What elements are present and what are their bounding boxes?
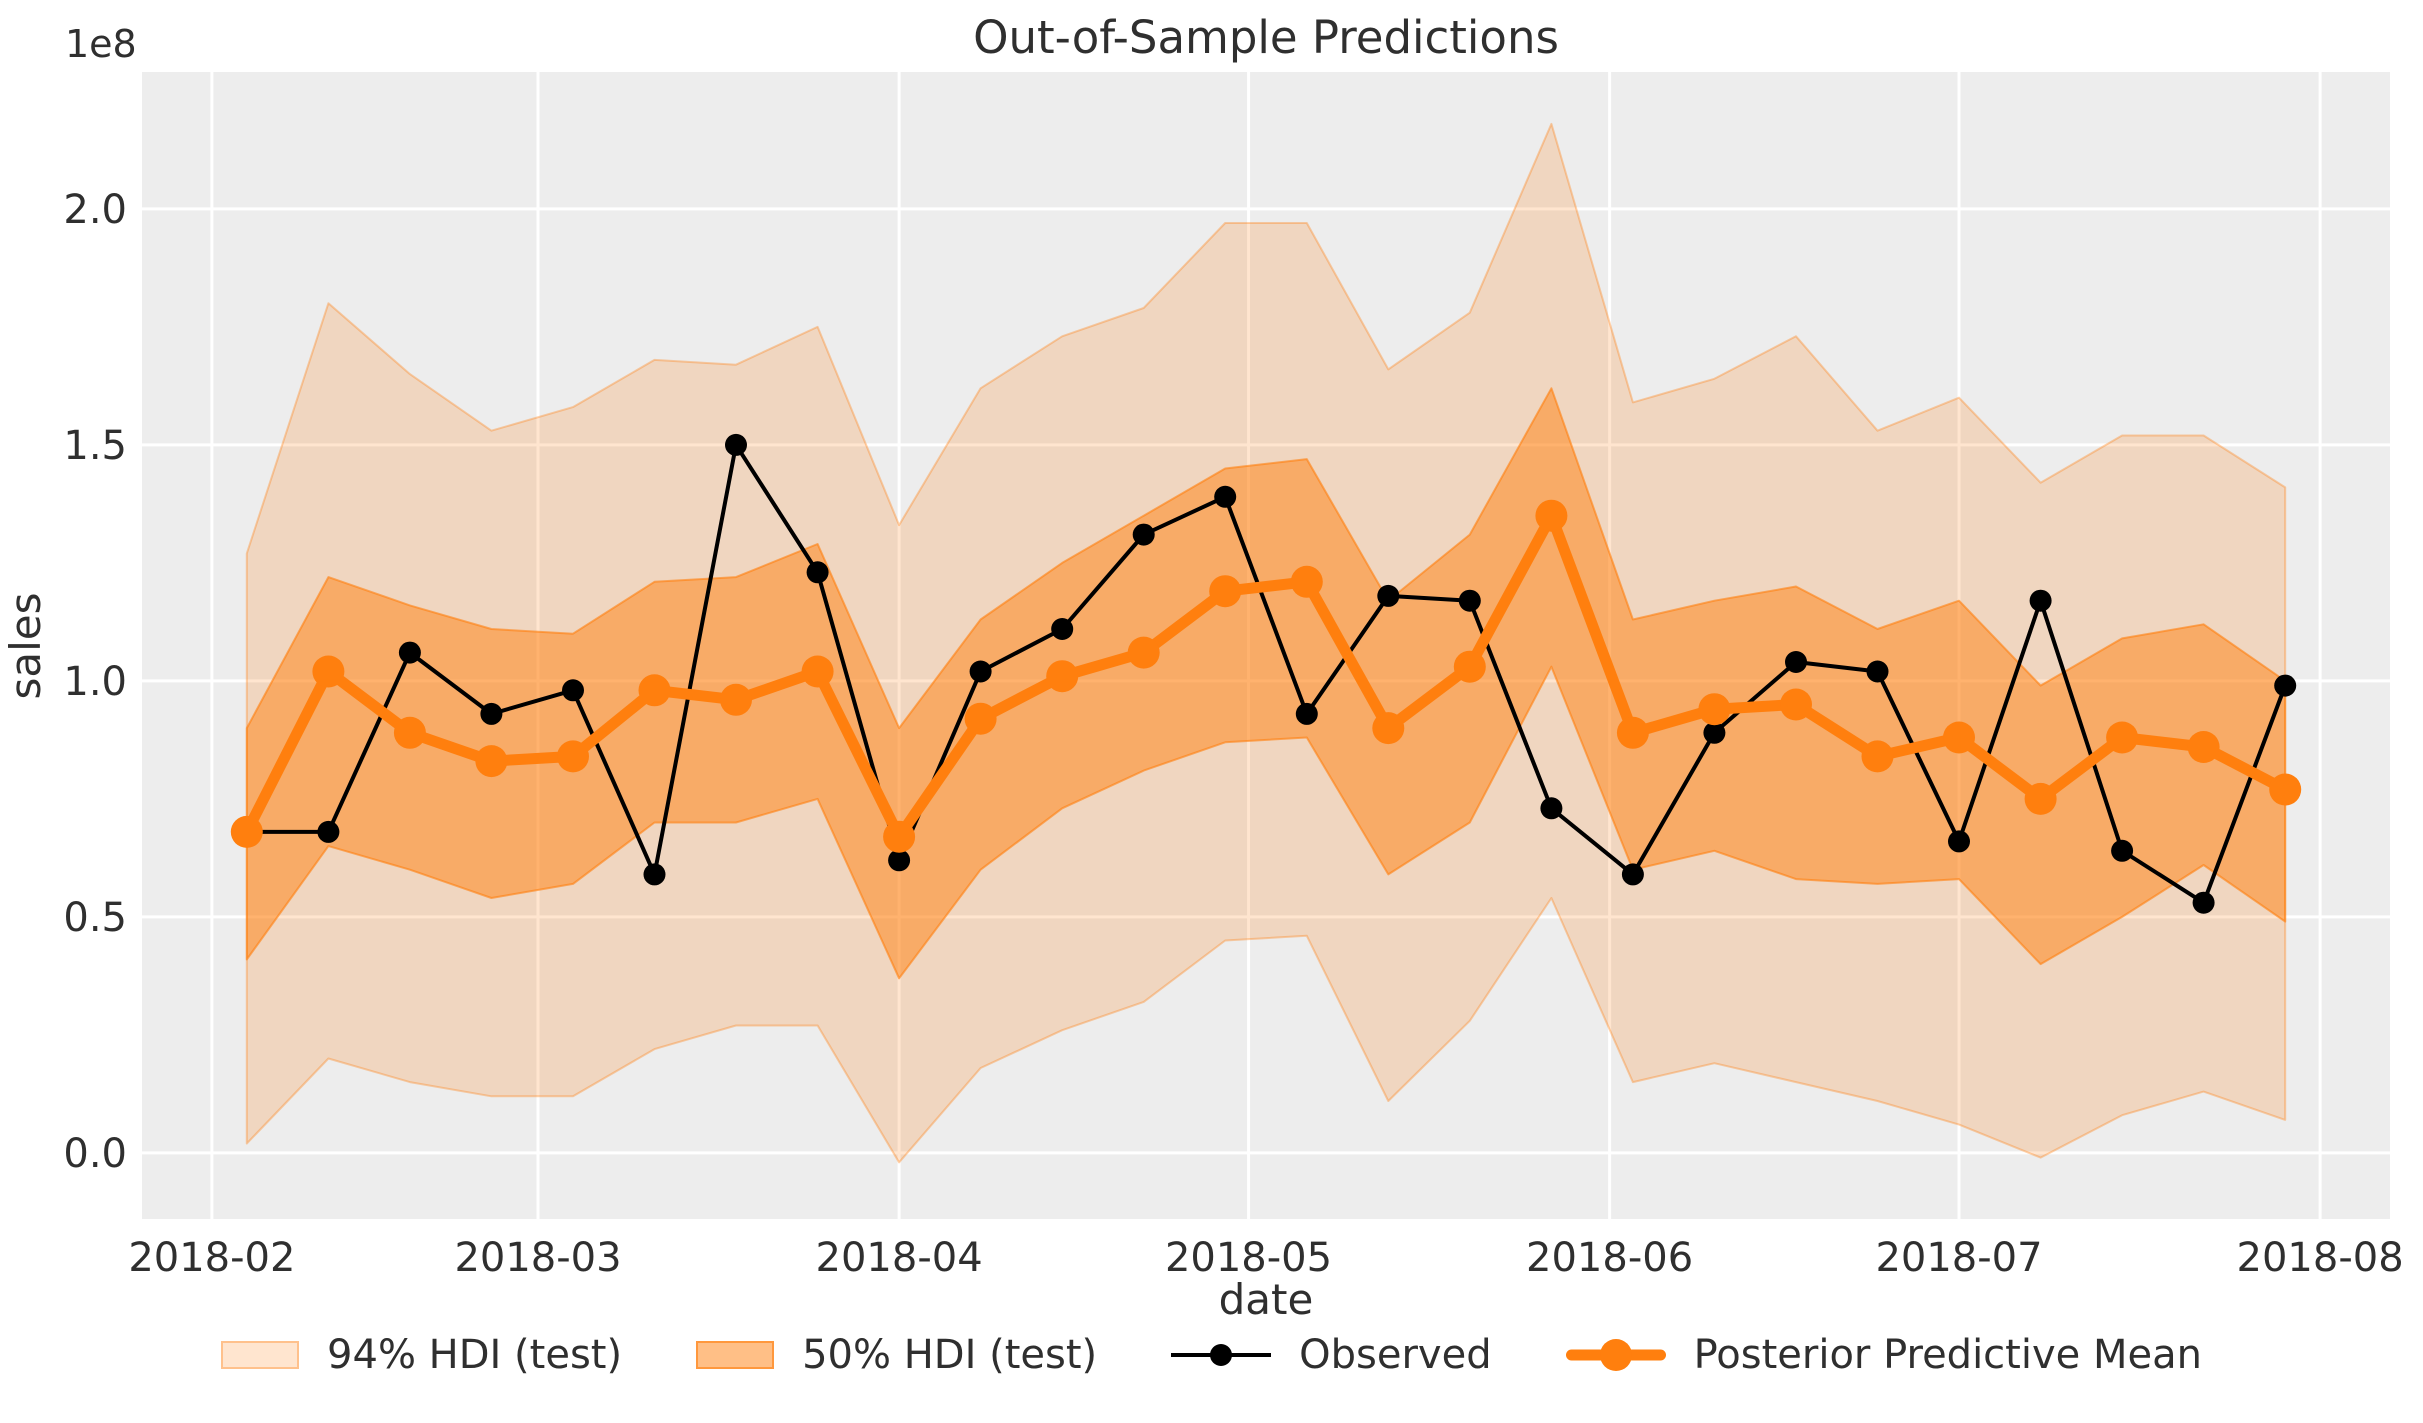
y-tick-label: 2.0 <box>63 187 127 233</box>
observed-marker <box>1621 863 1644 886</box>
hdi-50-swatch <box>696 1341 775 1369</box>
posterior-mean-marker <box>230 815 263 848</box>
posterior-mean-line-handle <box>1565 1337 1666 1373</box>
x-tick-label: 2018-04 <box>816 1235 983 1281</box>
x-tick-label: 2018-02 <box>128 1235 295 1281</box>
observed-marker <box>1132 523 1155 546</box>
observed-marker <box>2111 839 2134 862</box>
posterior-mean-marker <box>1127 636 1160 669</box>
legend-item-50-hdi: 50% HDI (test) <box>696 1332 1097 1378</box>
observed-marker <box>1214 485 1237 508</box>
posterior-mean-marker <box>964 702 997 735</box>
observed-marker <box>1458 589 1481 612</box>
posterior-mean-handle-dot <box>1599 1339 1632 1371</box>
observed-marker <box>317 820 340 843</box>
legend-label-94-hdi: 94% HDI (test) <box>327 1332 623 1378</box>
posterior-mean-marker <box>2187 731 2220 763</box>
x-tick-label: 2018-08 <box>2237 1235 2404 1281</box>
observed-marker <box>969 660 992 683</box>
observed-marker <box>1377 584 1400 607</box>
observed-marker <box>562 679 584 702</box>
legend-item-observed: Observed <box>1171 1332 1492 1378</box>
posterior-mean-marker <box>883 820 916 853</box>
x-tick-label: 2018-03 <box>454 1235 621 1281</box>
legend-label-observed: Observed <box>1299 1332 1492 1378</box>
posterior-mean-marker <box>1780 688 1812 721</box>
posterior-mean-marker <box>1372 712 1405 745</box>
observed-marker <box>1051 618 1074 640</box>
chart-title: Out-of-Sample Predictions <box>973 11 1559 64</box>
posterior-mean-marker <box>1209 575 1242 608</box>
posterior-mean-marker <box>1046 660 1079 693</box>
observed-marker <box>398 641 421 664</box>
observed-marker <box>1295 702 1318 725</box>
hdi-50-band <box>245 387 2287 980</box>
x-tick-label: 2018-07 <box>1875 1235 2042 1281</box>
observed-line <box>244 442 2288 905</box>
posterior-mean-marker <box>1616 716 1649 749</box>
legend-label-50-hdi: 50% HDI (test) <box>802 1332 1098 1378</box>
y-tick-label: 1.0 <box>63 659 127 705</box>
posterior-mean-marker <box>475 745 508 778</box>
observed-marker <box>888 849 911 872</box>
observed-marker <box>480 702 503 725</box>
legend-item-94-hdi: 94% HDI (test) <box>221 1332 622 1378</box>
legend-item-posterior-mean: Posterior Predictive Mean <box>1565 1332 2202 1378</box>
posterior-mean-marker <box>1453 650 1486 683</box>
observed-marker <box>1948 830 1970 853</box>
observed-line-handle <box>1171 1337 1272 1373</box>
posterior-mean-marker <box>2024 782 2057 815</box>
observed-marker <box>725 433 747 456</box>
observed-marker <box>643 863 666 886</box>
hdi-94-swatch <box>221 1341 300 1369</box>
y-axis-label: sales <box>1 592 50 699</box>
posterior-mean-marker <box>1861 740 1894 773</box>
observed-marker <box>2274 674 2297 697</box>
y-tick-label: 1.5 <box>63 423 127 469</box>
observed-marker <box>806 561 829 584</box>
posterior-mean-marker <box>557 740 589 773</box>
y-tick-label: 0.5 <box>63 895 127 941</box>
observed-handle-dot <box>1210 1344 1233 1366</box>
observed-marker <box>2192 891 2215 914</box>
posterior-mean-marker <box>1943 721 1975 754</box>
posterior-mean-marker <box>1290 565 1323 598</box>
x-tick-label: 2018-05 <box>1165 1235 1332 1281</box>
observed-marker <box>1785 651 1807 673</box>
posterior-mean-marker <box>1698 693 1731 726</box>
posterior-mean-marker <box>801 655 834 688</box>
x-tick-label: 2018-06 <box>1526 1235 1693 1281</box>
posterior-mean-marker <box>393 716 426 749</box>
y-tick-label: 0.0 <box>63 1131 127 1177</box>
posterior-mean-marker <box>638 674 671 707</box>
observed-marker <box>2029 589 2052 612</box>
posterior-mean-marker <box>2269 773 2302 806</box>
observed-marker <box>1703 721 1726 744</box>
observed-marker <box>1540 797 1563 820</box>
legend-label-posterior-mean: Posterior Predictive Mean <box>1693 1332 2202 1378</box>
y-axis-offset-text: 1e8 <box>65 22 137 66</box>
posterior-mean-marker <box>312 655 345 688</box>
legend: 94% HDI (test) 50% HDI (test) Observed P… <box>0 1332 2423 1378</box>
posterior-mean-marker <box>720 683 752 716</box>
x-axis-label: date <box>1219 1275 1314 1324</box>
posterior-mean-marker <box>2106 721 2139 754</box>
posterior-mean-marker <box>1535 499 1568 532</box>
observed-marker <box>1866 660 1889 683</box>
